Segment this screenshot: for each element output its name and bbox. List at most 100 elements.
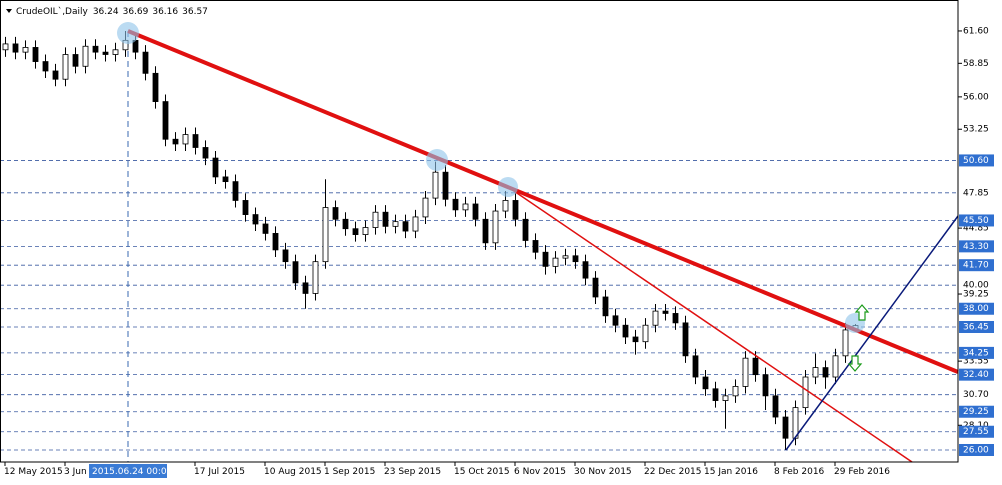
candle-body	[762, 374, 769, 397]
y-tick-label: 56.00	[963, 92, 989, 102]
candle-body	[522, 218, 529, 241]
candle-body	[42, 61, 49, 72]
candle-body	[142, 51, 149, 74]
crosshair-label-box	[89, 464, 167, 478]
candle-body	[612, 315, 619, 326]
level-label: 26.00	[963, 445, 989, 455]
trend-line	[127, 29, 959, 374]
candle-body	[832, 355, 839, 378]
symbol: CrudeOIL`,Daily	[16, 6, 88, 17]
candle-body	[482, 218, 489, 244]
level-label: 32.40	[963, 370, 989, 380]
candle-body	[2, 43, 9, 51]
candle-body	[202, 147, 209, 159]
candle-body	[342, 218, 349, 230]
candle-body	[442, 171, 449, 200]
candle-body	[272, 233, 279, 251]
candle-body	[462, 203, 469, 211]
x-tick-label: 1 Sep 2015	[324, 467, 375, 477]
level-label: 45.50	[963, 216, 989, 226]
candle-body	[432, 171, 439, 199]
candle-body	[842, 329, 849, 357]
candle-body	[782, 416, 789, 439]
x-tick-label: 23 Sep 2015	[384, 467, 441, 477]
level-label: 30.70	[963, 390, 989, 400]
trend-line	[507, 186, 913, 463]
pivot-marker	[117, 22, 139, 44]
level-label-box	[959, 259, 994, 272]
candle-body	[632, 336, 639, 343]
candle-body	[552, 257, 559, 267]
candle-body	[652, 310, 659, 326]
level-label: 47.85	[963, 188, 989, 198]
level-label: 27.55	[963, 427, 989, 437]
candle-body	[672, 313, 679, 324]
candle-body	[772, 395, 779, 418]
open-value: 36.24	[93, 7, 119, 17]
crosshair-label: 2015.06.24 00:00	[92, 467, 173, 477]
candle-body	[172, 138, 179, 145]
axes: 61.6058.8556.0053.2544.8539.2533.5528.10…	[4, 26, 994, 477]
candle-body	[332, 207, 339, 220]
candle-body	[662, 310, 669, 314]
candle-body	[542, 251, 549, 267]
candle-body	[642, 324, 649, 343]
candle-body	[212, 157, 219, 178]
level-label-box	[959, 320, 994, 333]
candle-body	[752, 357, 759, 376]
pivot-marker	[426, 149, 448, 171]
low-value: 36.16	[152, 7, 178, 17]
x-tick-label: 8 Feb 2016	[774, 467, 825, 477]
x-tick-label: 3 Jun 2015	[64, 467, 112, 477]
candle-body	[562, 255, 569, 259]
x-tick-label: 17 Jul 2015	[194, 467, 245, 477]
candle-body	[222, 176, 229, 183]
plot-border	[0, 0, 959, 463]
candle-body	[72, 54, 79, 67]
y-tick-label: 44.85	[963, 224, 989, 234]
candle-body	[152, 72, 159, 102]
y-tick-label: 58.85	[963, 59, 989, 69]
trend-line	[785, 215, 959, 451]
candle-body	[262, 223, 269, 234]
level-label-box	[959, 214, 994, 227]
level-label-box	[959, 302, 994, 315]
candle-body	[382, 211, 389, 227]
candle-body	[452, 198, 459, 211]
candles	[2, 30, 859, 450]
x-tick-label: 12 May 2015	[4, 467, 63, 477]
candle-body	[62, 54, 69, 80]
level-label: 29.25	[963, 407, 989, 417]
x-tick-label: 30 Nov 2015	[574, 467, 632, 477]
candle-body	[12, 43, 19, 53]
y-tick-label: 33.55	[963, 357, 989, 367]
level-label: 38.00	[963, 304, 989, 314]
candle-body	[682, 322, 689, 357]
candle-body	[182, 134, 189, 145]
x-tick-label: 15 Oct 2015	[454, 467, 510, 477]
candle-body	[742, 357, 749, 387]
candle-body	[312, 261, 319, 294]
high-value: 36.69	[123, 7, 149, 17]
level-label: 36.45	[963, 322, 989, 332]
candle-body	[692, 355, 699, 378]
x-tick-label: 15 Jan 2016	[704, 467, 758, 477]
candle-body	[822, 367, 829, 378]
level-label: 40.00	[963, 281, 989, 291]
candle-body	[722, 395, 729, 401]
candle-body	[582, 261, 589, 279]
y-tick-label: 53.25	[963, 125, 989, 135]
candle-body	[712, 388, 719, 401]
candle-body	[102, 51, 109, 55]
candle-body	[502, 200, 509, 212]
candle-body	[802, 376, 809, 409]
candle-body	[282, 249, 289, 263]
candle-body	[602, 296, 609, 317]
header: CrudeOIL`,Daily 36.24 36.69 36.16 36.57	[16, 6, 208, 17]
candle-body	[572, 255, 579, 263]
candle-body	[512, 200, 519, 220]
candle-body	[732, 386, 739, 397]
level-label-box	[959, 443, 994, 456]
